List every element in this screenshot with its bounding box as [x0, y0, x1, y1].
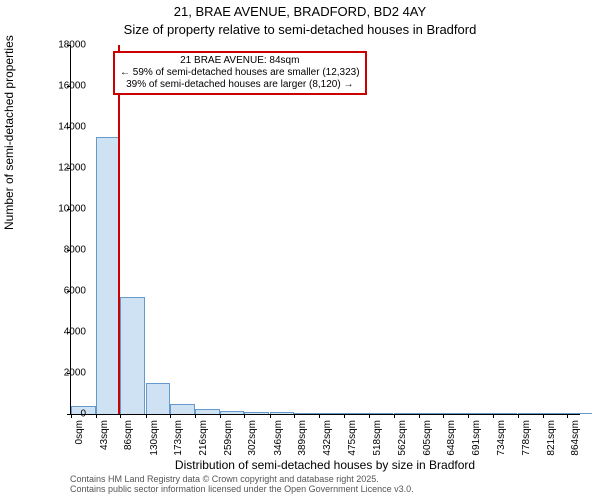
x-tick-mark: [567, 414, 568, 418]
y-tick-label: 16000: [46, 81, 86, 92]
x-tick-label: 778sqm: [521, 420, 532, 456]
x-tick-mark: [96, 414, 97, 418]
y-tick-label: 0: [46, 409, 86, 420]
y-tick-label: 4000: [46, 327, 86, 338]
x-tick-mark: [270, 414, 271, 418]
histogram-bar: [244, 412, 269, 414]
y-tick-label: 2000: [46, 368, 86, 379]
x-tick-mark: [419, 414, 420, 418]
x-tick-mark: [394, 414, 395, 418]
credits-block: Contains HM Land Registry data © Crown c…: [70, 474, 414, 495]
credits-line1: Contains HM Land Registry data © Crown c…: [70, 474, 414, 484]
x-tick-mark: [518, 414, 519, 418]
x-tick-label: 346sqm: [273, 420, 284, 456]
x-tick-label: 734sqm: [496, 420, 507, 456]
x-tick-mark: [120, 414, 121, 418]
histogram-bar: [518, 413, 543, 414]
chart-container: 21, BRAE AVENUE, BRADFORD, BD2 4AY Size …: [0, 0, 600, 500]
histogram-bar: [419, 413, 444, 414]
y-tick-label: 14000: [46, 122, 86, 133]
chart-title-line1: 21, BRAE AVENUE, BRADFORD, BD2 4AY: [0, 4, 600, 19]
x-tick-label: 562sqm: [397, 420, 408, 456]
x-tick-label: 130sqm: [149, 420, 160, 456]
histogram-bar: [443, 413, 468, 414]
histogram-bar: [170, 404, 195, 414]
y-tick-label: 10000: [46, 204, 86, 215]
histogram-bar: [394, 413, 419, 414]
y-tick-label: 18000: [46, 40, 86, 51]
y-tick-label: 12000: [46, 163, 86, 174]
x-tick-label: 648sqm: [446, 420, 457, 456]
plot-area: 21 BRAE AVENUE: 84sqm← 59% of semi-detac…: [70, 45, 580, 415]
x-tick-mark: [170, 414, 171, 418]
x-tick-label: 518sqm: [372, 420, 383, 456]
x-tick-label: 43sqm: [99, 420, 110, 450]
annotation-line: ← 59% of semi-detached houses are smalle…: [120, 67, 360, 79]
histogram-bar: [543, 413, 568, 414]
x-tick-label: 389sqm: [297, 420, 308, 456]
annotation-box: 21 BRAE AVENUE: 84sqm← 59% of semi-detac…: [113, 51, 367, 95]
x-tick-mark: [146, 414, 147, 418]
x-tick-mark: [220, 414, 221, 418]
x-tick-mark: [195, 414, 196, 418]
x-tick-label: 0sqm: [74, 420, 85, 444]
histogram-bar: [468, 413, 493, 414]
histogram-bar: [270, 412, 295, 414]
x-tick-mark: [369, 414, 370, 418]
x-tick-mark: [468, 414, 469, 418]
y-tick-label: 6000: [46, 286, 86, 297]
x-tick-label: 432sqm: [322, 420, 333, 456]
x-tick-label: 605sqm: [422, 420, 433, 456]
y-tick-label: 8000: [46, 245, 86, 256]
histogram-bar: [220, 411, 245, 414]
x-tick-label: 821sqm: [546, 420, 557, 456]
histogram-bar: [96, 137, 121, 414]
property-marker-line: [118, 45, 120, 414]
x-axis-label: Distribution of semi-detached houses by …: [70, 458, 580, 472]
x-tick-label: 86sqm: [123, 420, 134, 450]
x-tick-label: 691sqm: [471, 420, 482, 456]
x-tick-mark: [244, 414, 245, 418]
x-tick-label: 259sqm: [223, 420, 234, 456]
histogram-bar: [567, 413, 592, 414]
annotation-line: 21 BRAE AVENUE: 84sqm: [120, 55, 360, 67]
x-tick-label: 216sqm: [198, 420, 209, 456]
histogram-bar: [120, 297, 145, 414]
x-tick-label: 475sqm: [347, 420, 358, 456]
annotation-line: 39% of semi-detached houses are larger (…: [120, 79, 360, 91]
histogram-bar: [493, 413, 518, 414]
histogram-bar: [146, 383, 171, 414]
credits-line2: Contains public sector information licen…: [70, 484, 414, 494]
x-tick-mark: [493, 414, 494, 418]
x-tick-mark: [543, 414, 544, 418]
x-tick-label: 173sqm: [173, 420, 184, 456]
chart-title-line2: Size of property relative to semi-detach…: [0, 22, 600, 37]
histogram-bar: [294, 413, 319, 414]
histogram-bar: [319, 413, 344, 414]
x-tick-mark: [344, 414, 345, 418]
x-tick-label: 302sqm: [247, 420, 258, 456]
histogram-bar: [344, 413, 369, 414]
x-tick-label: 864sqm: [570, 420, 581, 456]
x-tick-mark: [294, 414, 295, 418]
x-tick-mark: [443, 414, 444, 418]
histogram-bar: [195, 409, 220, 414]
x-tick-mark: [319, 414, 320, 418]
y-axis-label: Number of semi-detached properties: [2, 35, 16, 230]
histogram-bar: [369, 413, 394, 414]
